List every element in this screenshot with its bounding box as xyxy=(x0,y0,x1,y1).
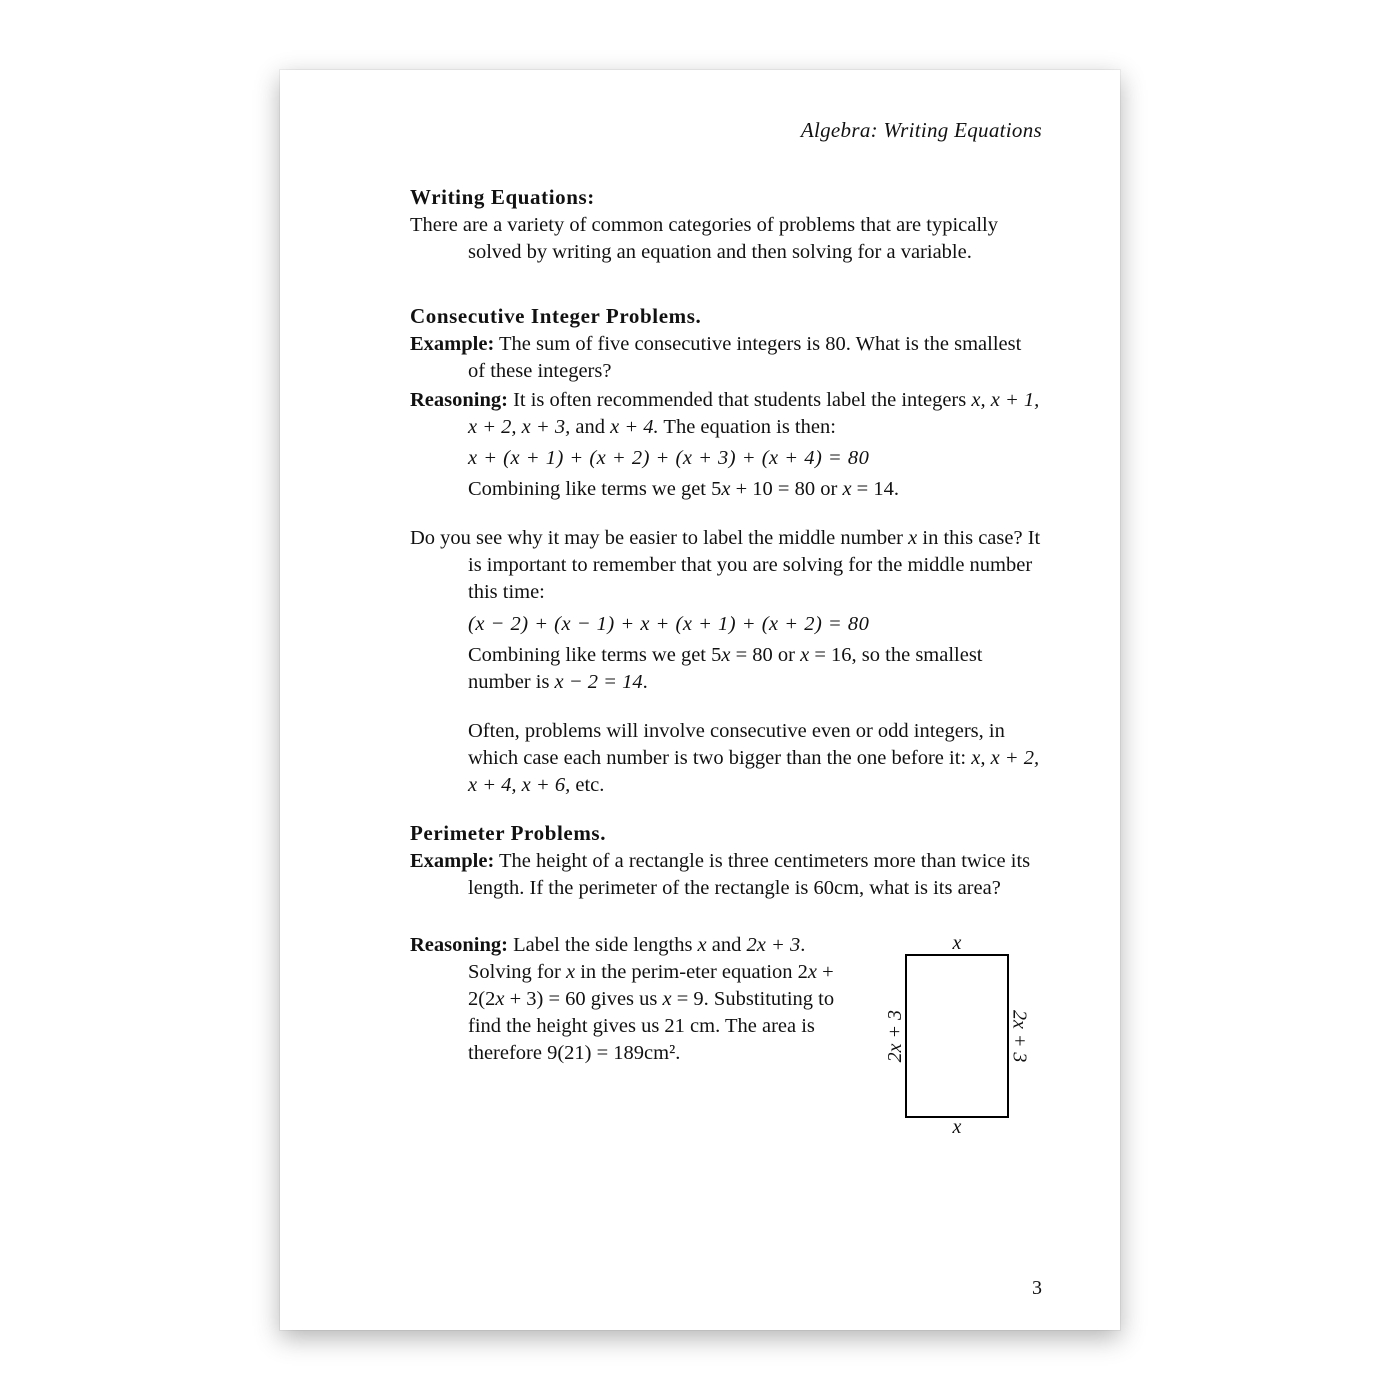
c2a: Combining like terms we get 5 xyxy=(468,644,721,666)
rect-label-left: 2x + 3 xyxy=(884,1010,907,1062)
pg: + 3) = 60 gives us xyxy=(504,988,662,1010)
often-a: Often, problems will involve consecutive… xyxy=(468,720,1005,769)
consecutive-example: Example: The sum of five consecutive int… xyxy=(410,331,1042,385)
rectangle-figure: x 2x + 3 2x + 3 x xyxy=(872,932,1042,1140)
middle-number-paragraph: Do you see why it may be easier to label… xyxy=(410,525,1042,606)
perimeter-example-label: Example: xyxy=(410,850,494,872)
page-number: 3 xyxy=(1032,1277,1042,1300)
c2g: . xyxy=(643,671,648,693)
often-paragraph: Often, problems will involve consecutive… xyxy=(410,718,1042,799)
rect-label-bottom: x xyxy=(953,1116,962,1139)
often-tail: etc. xyxy=(570,774,604,796)
equation-1: x + (x + 1) + (x + 2) + (x + 3) + (x + 4… xyxy=(410,445,1042,472)
section-title-writing-equations: Writing Equations: xyxy=(410,185,1042,210)
reasoning-and: and xyxy=(570,416,610,438)
pe: eter equation 2 xyxy=(686,961,808,983)
pv1: x xyxy=(698,934,707,956)
reasoning-intro: It is often recommended that students la… xyxy=(508,389,971,411)
pd: in the perim- xyxy=(575,961,686,983)
combine-1: Combining like terms we get 5 x + 10 = 80… xyxy=(410,476,1042,503)
perimeter-example: Example: The height of a rectangle is th… xyxy=(410,848,1042,902)
middle-intro: Do you see why it may be easier to label… xyxy=(410,527,908,549)
perimeter-example-text: The height of a rectangle is three centi… xyxy=(468,850,1030,899)
intro-paragraph: There are a variety of common categories… xyxy=(410,212,1042,266)
rect-label-right: 2x + 3 xyxy=(1008,1010,1031,1062)
perimeter-reasoning-label: Reasoning: xyxy=(410,934,508,956)
c2d: x xyxy=(800,644,809,666)
reasoning-tail: The equation is then: xyxy=(659,416,836,438)
c2f: x − 2 = 14 xyxy=(555,671,643,693)
rect-label-top: x xyxy=(953,932,962,955)
combine1-e: = 14. xyxy=(852,478,899,500)
combine1-a: Combining like terms we get 5 xyxy=(468,478,721,500)
middle-var: x xyxy=(908,527,917,549)
pa: Label the side lengths xyxy=(508,934,698,956)
rect-box xyxy=(905,954,1009,1118)
reasoning-label: Reasoning: xyxy=(410,389,508,411)
perimeter-reasoning-row: Reasoning: Label the side lengths x and … xyxy=(410,932,1042,1140)
example-text: The sum of five consecutive integers is … xyxy=(468,333,1021,382)
perimeter-reasoning-text: Reasoning: Label the side lengths x and … xyxy=(410,932,854,1067)
equation-2-math: (x − 2) + (x − 1) + x + (x + 1) + (x + 2… xyxy=(468,613,869,635)
example-label: Example: xyxy=(410,333,494,355)
c2c: = 80 or xyxy=(730,644,800,666)
reasoning-last-var: x + 4. xyxy=(610,416,659,438)
pe1: 2x + 3 xyxy=(747,934,801,956)
combine-2: Combining like terms we get 5 x = 80 or x… xyxy=(410,642,1042,696)
textbook-page: Algebra: Writing Equations Writing Equat… xyxy=(280,70,1120,1330)
pv2: x xyxy=(566,961,575,983)
consecutive-reasoning: Reasoning: It is often recommended that … xyxy=(410,387,1042,441)
section-title-consecutive: Consecutive Integer Problems. xyxy=(410,304,1042,329)
equation-1-math: x + (x + 1) + (x + 2) + (x + 3) + (x + 4… xyxy=(468,447,869,469)
combine1-c: + 10 = 80 or xyxy=(730,478,842,500)
running-head: Algebra: Writing Equations xyxy=(410,118,1042,143)
pb: and xyxy=(707,934,747,956)
rectangle-diagram: x 2x + 3 2x + 3 x xyxy=(883,932,1031,1140)
pv5: x xyxy=(663,988,672,1010)
pv3: x xyxy=(808,961,817,983)
equation-2: (x − 2) + (x − 1) + x + (x + 1) + (x + 2… xyxy=(410,611,1042,638)
viewport: Algebra: Writing Equations Writing Equat… xyxy=(0,0,1400,1400)
section-title-perimeter: Perimeter Problems. xyxy=(410,821,1042,846)
combine1-d: x xyxy=(842,478,851,500)
